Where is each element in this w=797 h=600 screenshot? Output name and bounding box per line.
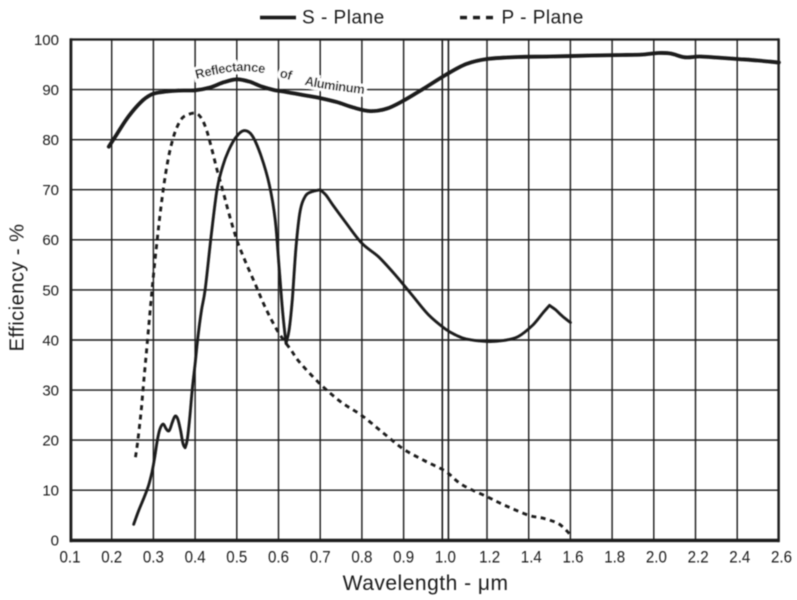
svg-text:1.2: 1.2 — [479, 548, 500, 567]
svg-text:0.7: 0.7 — [310, 548, 331, 567]
svg-text:P - Plane: P - Plane — [502, 7, 584, 28]
svg-text:S - Plane: S - Plane — [302, 7, 385, 28]
svg-text:2.6: 2.6 — [771, 548, 792, 567]
svg-text:40: 40 — [42, 332, 59, 349]
svg-text:60: 60 — [42, 232, 59, 249]
svg-text:2.0: 2.0 — [646, 548, 667, 567]
svg-text:50: 50 — [42, 282, 59, 299]
svg-text:80: 80 — [42, 132, 59, 149]
svg-text:0.5: 0.5 — [226, 548, 247, 567]
svg-text:0.1: 0.1 — [60, 548, 81, 567]
svg-text:0.6: 0.6 — [268, 548, 289, 567]
svg-text:90: 90 — [42, 82, 59, 99]
svg-text:1.0: 1.0 — [435, 548, 456, 567]
svg-text:1.6: 1.6 — [563, 548, 584, 567]
svg-text:1.8: 1.8 — [604, 548, 625, 567]
svg-text:2.4: 2.4 — [729, 548, 750, 567]
svg-text:0.9: 0.9 — [393, 548, 414, 567]
svg-text:0.8: 0.8 — [351, 548, 372, 567]
svg-text:30: 30 — [42, 383, 59, 400]
svg-text:0.3: 0.3 — [143, 548, 164, 567]
svg-text:0: 0 — [51, 533, 59, 550]
svg-text:100: 100 — [34, 32, 59, 49]
svg-text:Efficiency - %: Efficiency - % — [7, 224, 29, 352]
svg-text:2.2: 2.2 — [688, 548, 709, 567]
svg-text:1.4: 1.4 — [521, 548, 542, 567]
svg-text:70: 70 — [42, 182, 59, 199]
svg-text:Wavelength - μm: Wavelength - μm — [343, 572, 509, 595]
svg-text:0.4: 0.4 — [185, 548, 206, 567]
svg-text:0.2: 0.2 — [101, 548, 122, 567]
svg-text:20: 20 — [42, 433, 59, 450]
svg-text:10: 10 — [42, 483, 59, 500]
